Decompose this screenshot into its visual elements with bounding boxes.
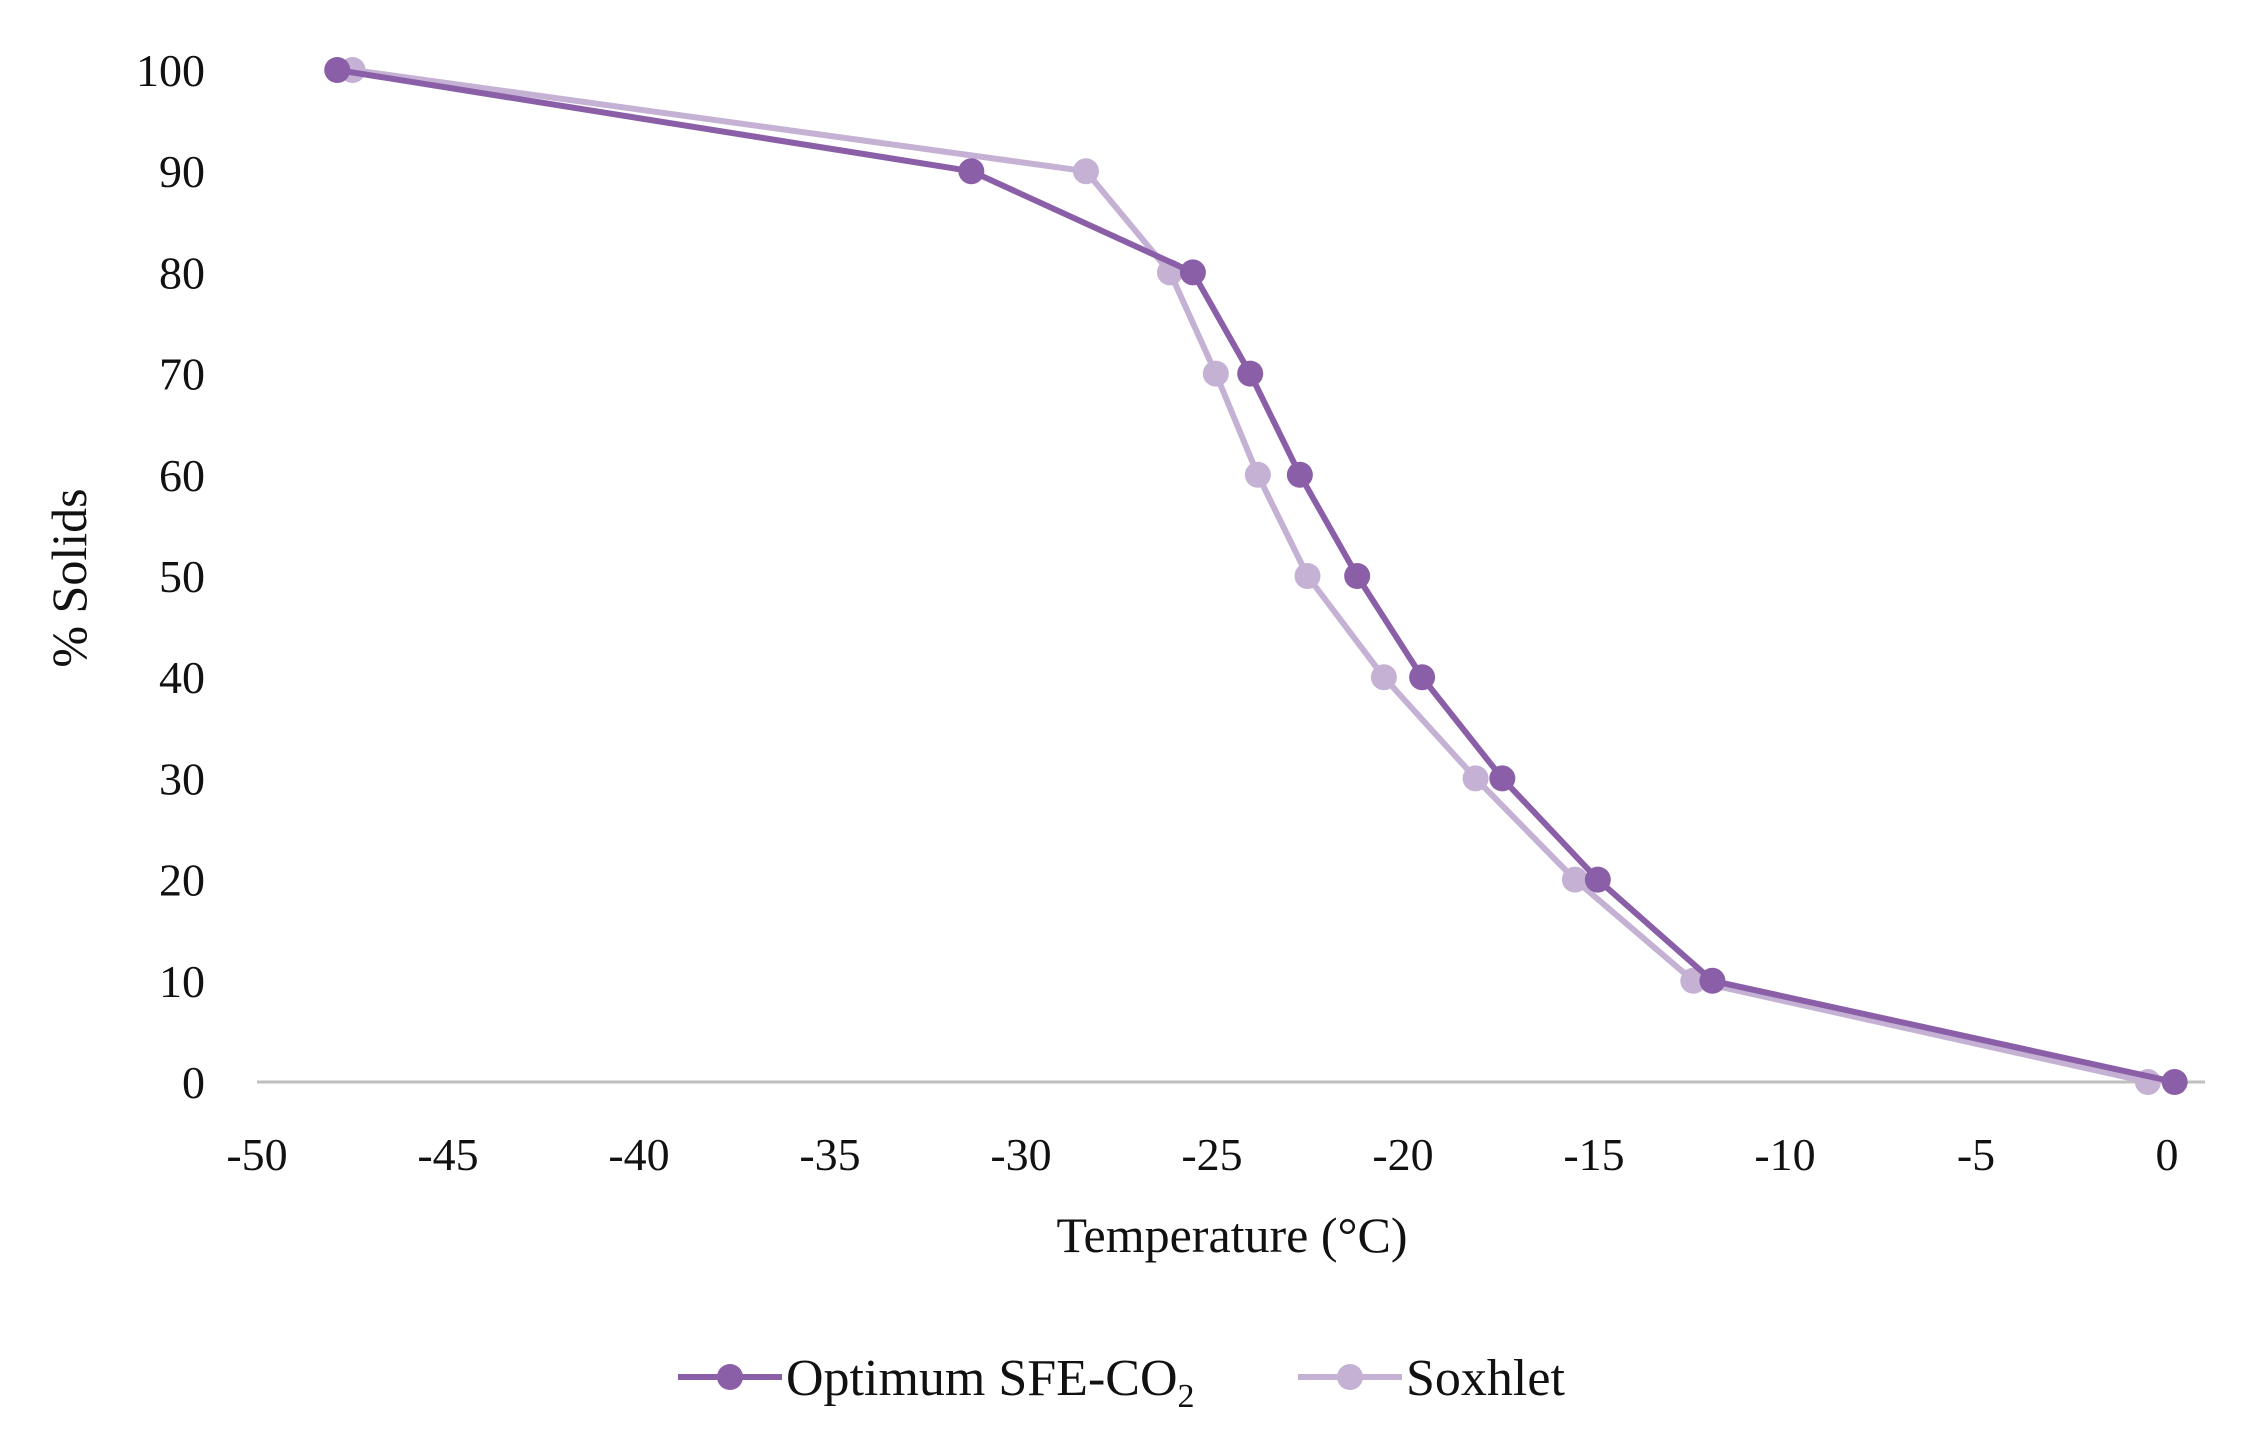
legend: Optimum SFE-CO2 Soxhlet — [678, 1350, 1565, 1415]
y-tick-label: 80 — [159, 247, 205, 298]
data-point — [1244, 461, 1271, 488]
legend-item-soxhlet: Soxhlet — [1298, 1350, 1565, 1407]
data-point — [1237, 360, 1264, 387]
y-tick-label: 90 — [159, 146, 205, 197]
x-axis-ticks: -50 -45 -40 -35 -30 -25 -20 -15 -10 -5 0 — [226, 1129, 2178, 1180]
legend-label: Soxhlet — [1406, 1350, 1565, 1407]
data-point — [1370, 664, 1397, 691]
data-point — [1462, 765, 1489, 792]
data-point — [1680, 967, 1707, 994]
data-point — [324, 57, 351, 83]
y-tick-label: 70 — [159, 349, 205, 400]
data-point — [1489, 765, 1516, 792]
y-tick-label: 60 — [159, 450, 205, 501]
y-tick-label: 0 — [182, 1057, 205, 1108]
x-tick-label: -20 — [1372, 1129, 1433, 1180]
x-tick-label: -25 — [1181, 1129, 1242, 1180]
y-tick-label: 40 — [159, 652, 205, 703]
series-line — [336, 67, 2176, 1085]
x-tick-label: -5 — [1957, 1129, 1995, 1180]
legend-marker — [1337, 1364, 1363, 1390]
x-tick-label: -45 — [417, 1129, 478, 1180]
y-axis-title: % Solids — [41, 488, 97, 667]
x-tick-label: 0 — [2156, 1129, 2179, 1180]
data-point — [1294, 563, 1321, 589]
series-soxhlet — [339, 57, 2161, 1095]
y-axis-ticks: 0 10 20 30 40 50 60 70 80 90 100 — [136, 45, 205, 1108]
x-tick-label: -10 — [1754, 1129, 1815, 1180]
data-point — [1344, 563, 1371, 589]
x-tick-label: -40 — [608, 1129, 669, 1180]
data-point — [1286, 461, 1313, 488]
legend-marker — [717, 1364, 743, 1390]
data-point — [958, 158, 985, 185]
x-tick-label: -30 — [990, 1129, 1051, 1180]
legend-label: Optimum SFE-CO2 — [786, 1350, 1195, 1415]
data-point — [1179, 259, 1206, 286]
y-tick-label: 100 — [136, 45, 205, 96]
series-layer — [324, 57, 2188, 1095]
y-tick-label: 20 — [159, 855, 205, 906]
data-point — [1202, 360, 1229, 387]
y-tick-label: 10 — [159, 956, 205, 1007]
data-point — [1561, 866, 1588, 893]
series-optimum-sfe-co2 — [324, 57, 2188, 1095]
data-point — [2161, 1069, 2188, 1095]
y-tick-label: 50 — [159, 551, 205, 602]
x-axis-title: Temperature (°C) — [1056, 1207, 1407, 1263]
legend-item-optimum-sfe-co2: Optimum SFE-CO2 — [678, 1350, 1195, 1415]
series-line — [352, 67, 2149, 1085]
x-tick-label: -50 — [226, 1129, 287, 1180]
x-tick-label: -35 — [799, 1129, 860, 1180]
data-point — [1584, 866, 1611, 893]
data-point — [1699, 967, 1726, 994]
y-tick-label: 30 — [159, 753, 205, 804]
data-point — [1072, 158, 1099, 185]
x-tick-label: -15 — [1563, 1129, 1624, 1180]
data-point — [1409, 664, 1436, 691]
